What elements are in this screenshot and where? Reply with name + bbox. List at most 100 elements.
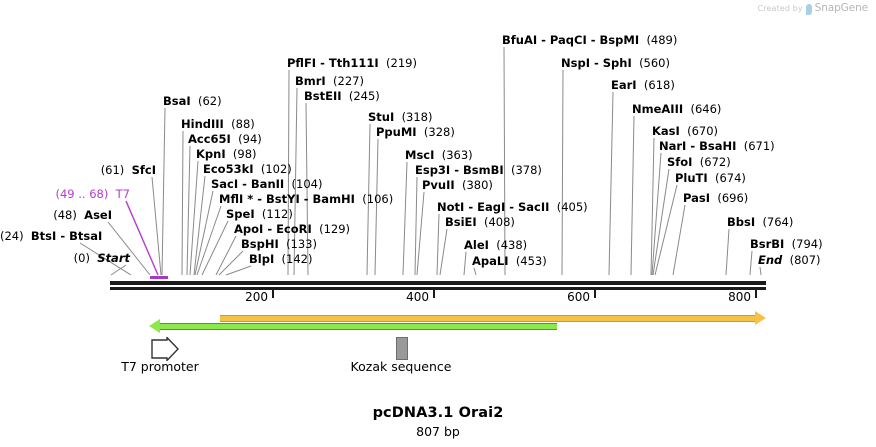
restriction-site-label-bsrbi[interactable]: BsrBI (794) bbox=[750, 238, 823, 250]
enzyme-name: BspMI bbox=[599, 33, 640, 47]
enzyme-name: NmeAIII bbox=[632, 102, 684, 116]
enzyme-name: PflFI bbox=[287, 56, 317, 70]
enzyme-name: SfoI bbox=[667, 155, 693, 169]
enzyme-name: BsmBI bbox=[463, 163, 504, 177]
enzyme-name: BfuAI bbox=[502, 33, 538, 47]
enzyme-separator: - bbox=[316, 56, 329, 70]
enzyme-name: AseI bbox=[84, 208, 112, 222]
restriction-site-label-bstei[interactable]: BstEII (245) bbox=[304, 90, 380, 102]
ruler-tick bbox=[594, 290, 596, 298]
restriction-site-label-start[interactable]: (0) Start bbox=[0, 252, 130, 264]
leader-line-esp3i-bsmbi bbox=[414, 176, 418, 276]
enzyme-name: BbsI bbox=[727, 215, 756, 229]
restriction-site-label-msci[interactable]: MscI (363) bbox=[405, 149, 473, 161]
leader-line-pasi bbox=[672, 204, 686, 276]
t7-promoter-feature-text: T7 promoter bbox=[121, 359, 199, 374]
restriction-site-label-hindiii[interactable]: HindIII (88) bbox=[181, 118, 255, 130]
restriction-site-label-ppumi[interactable]: PpuMI (328) bbox=[376, 126, 455, 138]
restriction-site-label-pvuii[interactable]: PvuII (380) bbox=[422, 179, 493, 191]
leader-line-end bbox=[759, 266, 762, 276]
site-position: (764) bbox=[762, 215, 794, 229]
kozak-box-glyph[interactable] bbox=[396, 337, 408, 360]
enzyme-name: BtsI bbox=[30, 229, 57, 243]
enzyme-name: T7 bbox=[115, 187, 130, 201]
restriction-site-label-sfci[interactable]: (61) SfcI bbox=[0, 164, 156, 176]
enzyme-separator: - bbox=[537, 33, 550, 47]
enzyme-separator: - bbox=[586, 33, 600, 47]
restriction-site-label-pluti[interactable]: PluTI (674) bbox=[675, 172, 746, 184]
restriction-site-label-bbsi[interactable]: BbsI (764) bbox=[727, 216, 793, 228]
restriction-site-label-esp3i-bsmbi[interactable]: Esp3I - BsmBI (378) bbox=[415, 164, 542, 176]
ruler-tick-label: 200 bbox=[245, 290, 268, 304]
restriction-site-label-eari[interactable]: EarI (618) bbox=[611, 79, 675, 91]
leader-line-nmeaiii bbox=[630, 115, 635, 276]
restriction-site-label-nari-bsahi[interactable]: NarI - BsaHI (671) bbox=[659, 140, 775, 152]
enzyme-name: EagI bbox=[477, 200, 506, 214]
site-position: (378) bbox=[510, 163, 542, 177]
restriction-site-label-bmri[interactable]: BmrI (227) bbox=[295, 75, 364, 87]
leader-line-bsai bbox=[161, 107, 166, 276]
enzyme-separator: - bbox=[686, 139, 700, 153]
ruler-tick-label: 600 bbox=[567, 290, 590, 304]
leader-line-bbsi bbox=[725, 228, 730, 276]
restriction-site-label-pasi[interactable]: PasI (696) bbox=[683, 192, 748, 204]
restriction-site-label-asei[interactable]: (48) AseI bbox=[0, 209, 112, 221]
leader-line-spei bbox=[201, 220, 229, 276]
leader-line-alei bbox=[463, 251, 467, 276]
restriction-site-label-bsai[interactable]: BsaI (62) bbox=[163, 95, 222, 107]
enzyme-separator: - bbox=[56, 229, 70, 243]
site-position: (405) bbox=[556, 200, 588, 214]
enzyme-name: ApaLI bbox=[472, 254, 509, 268]
promoter-arrow-glyph[interactable] bbox=[150, 337, 180, 361]
restriction-site-label-blpi[interactable]: BlpI (142) bbox=[249, 253, 312, 265]
restriction-site-label-noti-eagi-sacii[interactable]: NotI - EagI - SacII (405) bbox=[437, 201, 588, 213]
restriction-site-label-apoi-ecori[interactable]: ApoI - EcoRI (129) bbox=[234, 223, 350, 235]
enzyme-name: BtsaI bbox=[69, 229, 103, 243]
restriction-site-label-nmeaiii[interactable]: NmeAIII (646) bbox=[632, 103, 721, 115]
enzyme-name: SfcI bbox=[131, 163, 156, 177]
site-position: (48) bbox=[53, 208, 77, 222]
restriction-site-label-end[interactable]: End (807) bbox=[758, 254, 821, 266]
restriction-site-label-pflfi-tth111i[interactable]: PflFI - Tth111I (219) bbox=[287, 57, 417, 69]
restriction-site-label-acc65i[interactable]: Acc65I (94) bbox=[188, 133, 262, 145]
enzyme-name: Start bbox=[97, 251, 130, 265]
restriction-site-label-nspi-sphi[interactable]: NspI - SphI (560) bbox=[561, 57, 670, 69]
restriction-site-label-sfoi[interactable]: SfoI (672) bbox=[667, 156, 731, 168]
leader-line-mfli-bstyi-bamhi bbox=[196, 205, 222, 276]
restriction-site-label-mfli-bstyi-bamhi[interactable]: MflI * - BstYI - BamHI (106) bbox=[219, 193, 393, 205]
leader-line-noti-eagi-sacii bbox=[436, 213, 440, 276]
restriction-site-label-stui[interactable]: StuI (318) bbox=[368, 111, 433, 123]
restriction-site-label-spei[interactable]: SpeI (112) bbox=[226, 208, 293, 220]
restriction-site-label-bfuai-paqci-bspmi[interactable]: BfuAI - PaqCI - BspMI (489) bbox=[502, 34, 677, 46]
site-position: (88) bbox=[231, 117, 255, 131]
restriction-site-label-kpni[interactable]: KpnI (98) bbox=[196, 148, 257, 160]
site-position: (671) bbox=[743, 139, 775, 153]
restriction-site-label-kasi[interactable]: KasI (670) bbox=[652, 125, 718, 137]
leader-line-apoi-ecori bbox=[215, 235, 237, 276]
restriction-site-label-eco53ki[interactable]: Eco53kI (102) bbox=[203, 163, 292, 175]
leader-line-msci bbox=[402, 161, 408, 276]
restriction-site-label-bsiei[interactable]: BsiEI (408) bbox=[445, 216, 515, 228]
restriction-site-label-alei[interactable]: AleI (438) bbox=[464, 239, 527, 251]
restriction-site-label-btsi-btsqi[interactable]: (24) BtsI - BtsaI bbox=[0, 229, 102, 243]
kozak-feature-text: Kozak sequence bbox=[350, 359, 452, 374]
orf-feature-bar[interactable] bbox=[220, 315, 755, 322]
enzyme-name: BsaI bbox=[163, 94, 191, 108]
enzyme-name: EarI bbox=[611, 78, 637, 92]
leader-line-bsiei bbox=[439, 228, 448, 276]
enzyme-separator: - bbox=[450, 163, 463, 177]
site-position: (453) bbox=[515, 254, 547, 268]
leader-line-pluti bbox=[654, 184, 678, 276]
cds-feature-bar[interactable] bbox=[160, 323, 557, 330]
restriction-site-label-apali[interactable]: ApaLI (453) bbox=[472, 255, 547, 267]
enzyme-name: PpuMI bbox=[376, 125, 417, 139]
restriction-site-label-saci-banii[interactable]: SacI - BanII (104) bbox=[211, 178, 322, 190]
leader-line-bsphi bbox=[218, 250, 244, 276]
leader-line-sfci bbox=[151, 176, 162, 276]
restriction-site-label-bsphi[interactable]: BspHI (133) bbox=[241, 238, 317, 250]
site-position: (380) bbox=[461, 178, 493, 192]
site-position: (672) bbox=[699, 155, 731, 169]
enzyme-name: HindIII bbox=[181, 117, 224, 131]
leader-line-ppumi bbox=[374, 138, 379, 276]
restriction-site-label-t7-promoter-site[interactable]: (49 .. 68) T7 bbox=[0, 188, 130, 200]
